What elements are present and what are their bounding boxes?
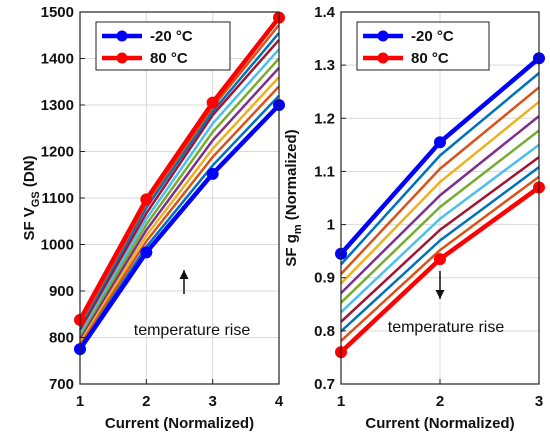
y-tick-label: 1200 — [41, 144, 74, 161]
chart-vgs: 700 800 900 1000 1100 1200 1300 1400 1500 1 2 3 4 Cur… — [21, 4, 285, 432]
x-axis-label: Current (Normalized) — [365, 415, 514, 432]
y-tick-label: 1100 — [41, 190, 74, 207]
series-line — [78, 85, 280, 345]
y-axis-label-suffix: (Normalized) — [283, 129, 300, 224]
y-tick-label: 0.7 — [314, 376, 335, 393]
y-tick-label: 1400 — [41, 51, 74, 68]
y-tick-label: 1.3 — [314, 57, 335, 74]
data-point — [434, 136, 446, 149]
legend-label: -20 °C — [150, 28, 193, 45]
x-tick-label: 2 — [142, 393, 150, 410]
y-axis-label: SF VGS (DN) — [21, 155, 42, 240]
legend-label: -20 °C — [411, 28, 454, 45]
series-line — [78, 48, 280, 334]
chart-gm: 0.7 0.8 0.9 1 1.1 1.2 1.3 1.4 1 2 3 Current (Normal… — [283, 4, 545, 432]
y-axis-label-subscript: m — [292, 224, 304, 234]
legend-label: 80 °C — [150, 50, 188, 67]
series-line-hot — [78, 16, 281, 321]
x-tick-label: 3 — [535, 393, 543, 410]
series-line — [78, 39, 280, 331]
y-axis-label: SF gm (Normalized) — [283, 129, 304, 266]
y-axis-label-subscript: GS — [30, 191, 42, 207]
series-line — [78, 32, 280, 328]
series-line — [340, 156, 540, 323]
legend-box — [356, 21, 490, 71]
series-line — [340, 143, 540, 314]
y-tick-label: 1 — [327, 217, 335, 234]
y-tick-label: 0.9 — [314, 270, 335, 287]
y-axis-label-suffix: (DN) — [21, 155, 38, 191]
x-tick-label: 1 — [76, 393, 84, 410]
series-line — [340, 166, 540, 333]
data-point — [140, 193, 153, 206]
series-line — [78, 66, 280, 339]
y-tick-label: 0.8 — [314, 323, 335, 340]
data-point — [206, 167, 219, 180]
x-axis-label: Current (Normalized) — [105, 415, 254, 432]
legend-marker — [116, 52, 128, 64]
y-tick-label: 1300 — [41, 97, 74, 114]
annotation-arrowhead — [179, 270, 189, 279]
y-tick-label: 1.4 — [314, 4, 336, 21]
data-point — [140, 246, 153, 259]
legend-marker — [377, 52, 389, 64]
series-line — [340, 100, 540, 285]
legend-label: 80 °C — [411, 50, 449, 67]
series-line — [340, 86, 540, 275]
series-line — [340, 72, 540, 266]
y-tick-label: 1000 — [41, 237, 74, 254]
series-line — [340, 115, 540, 295]
y-tick-label: 1.2 — [314, 110, 335, 127]
annotation-text: temperature rise — [388, 319, 505, 336]
data-point — [434, 253, 446, 266]
y-tick-label: 700 — [49, 376, 74, 393]
series-line-cold — [78, 103, 281, 351]
legend-marker — [377, 30, 389, 42]
series-line — [340, 175, 540, 342]
annotation-arrowhead — [435, 290, 445, 299]
y-tick-label: 1.1 — [314, 163, 335, 180]
y-tick-label: 1500 — [41, 4, 74, 21]
annotation-text: temperature rise — [134, 322, 251, 339]
series-line — [78, 76, 280, 342]
series-line — [78, 94, 280, 348]
y-axis-label-prefix: SF g — [283, 234, 300, 267]
legend-marker — [116, 30, 128, 42]
y-axis-label-prefix: SF V — [21, 207, 38, 240]
series-line — [78, 57, 280, 336]
series-line — [340, 129, 540, 304]
x-tick-label: 3 — [208, 393, 216, 410]
x-tick-label: 4 — [275, 393, 284, 410]
x-tick-label: 2 — [436, 393, 444, 410]
y-tick-label: 900 — [49, 283, 74, 300]
y-tick-label: 800 — [49, 330, 74, 347]
x-tick-label: 1 — [337, 393, 345, 410]
data-point — [206, 96, 219, 109]
